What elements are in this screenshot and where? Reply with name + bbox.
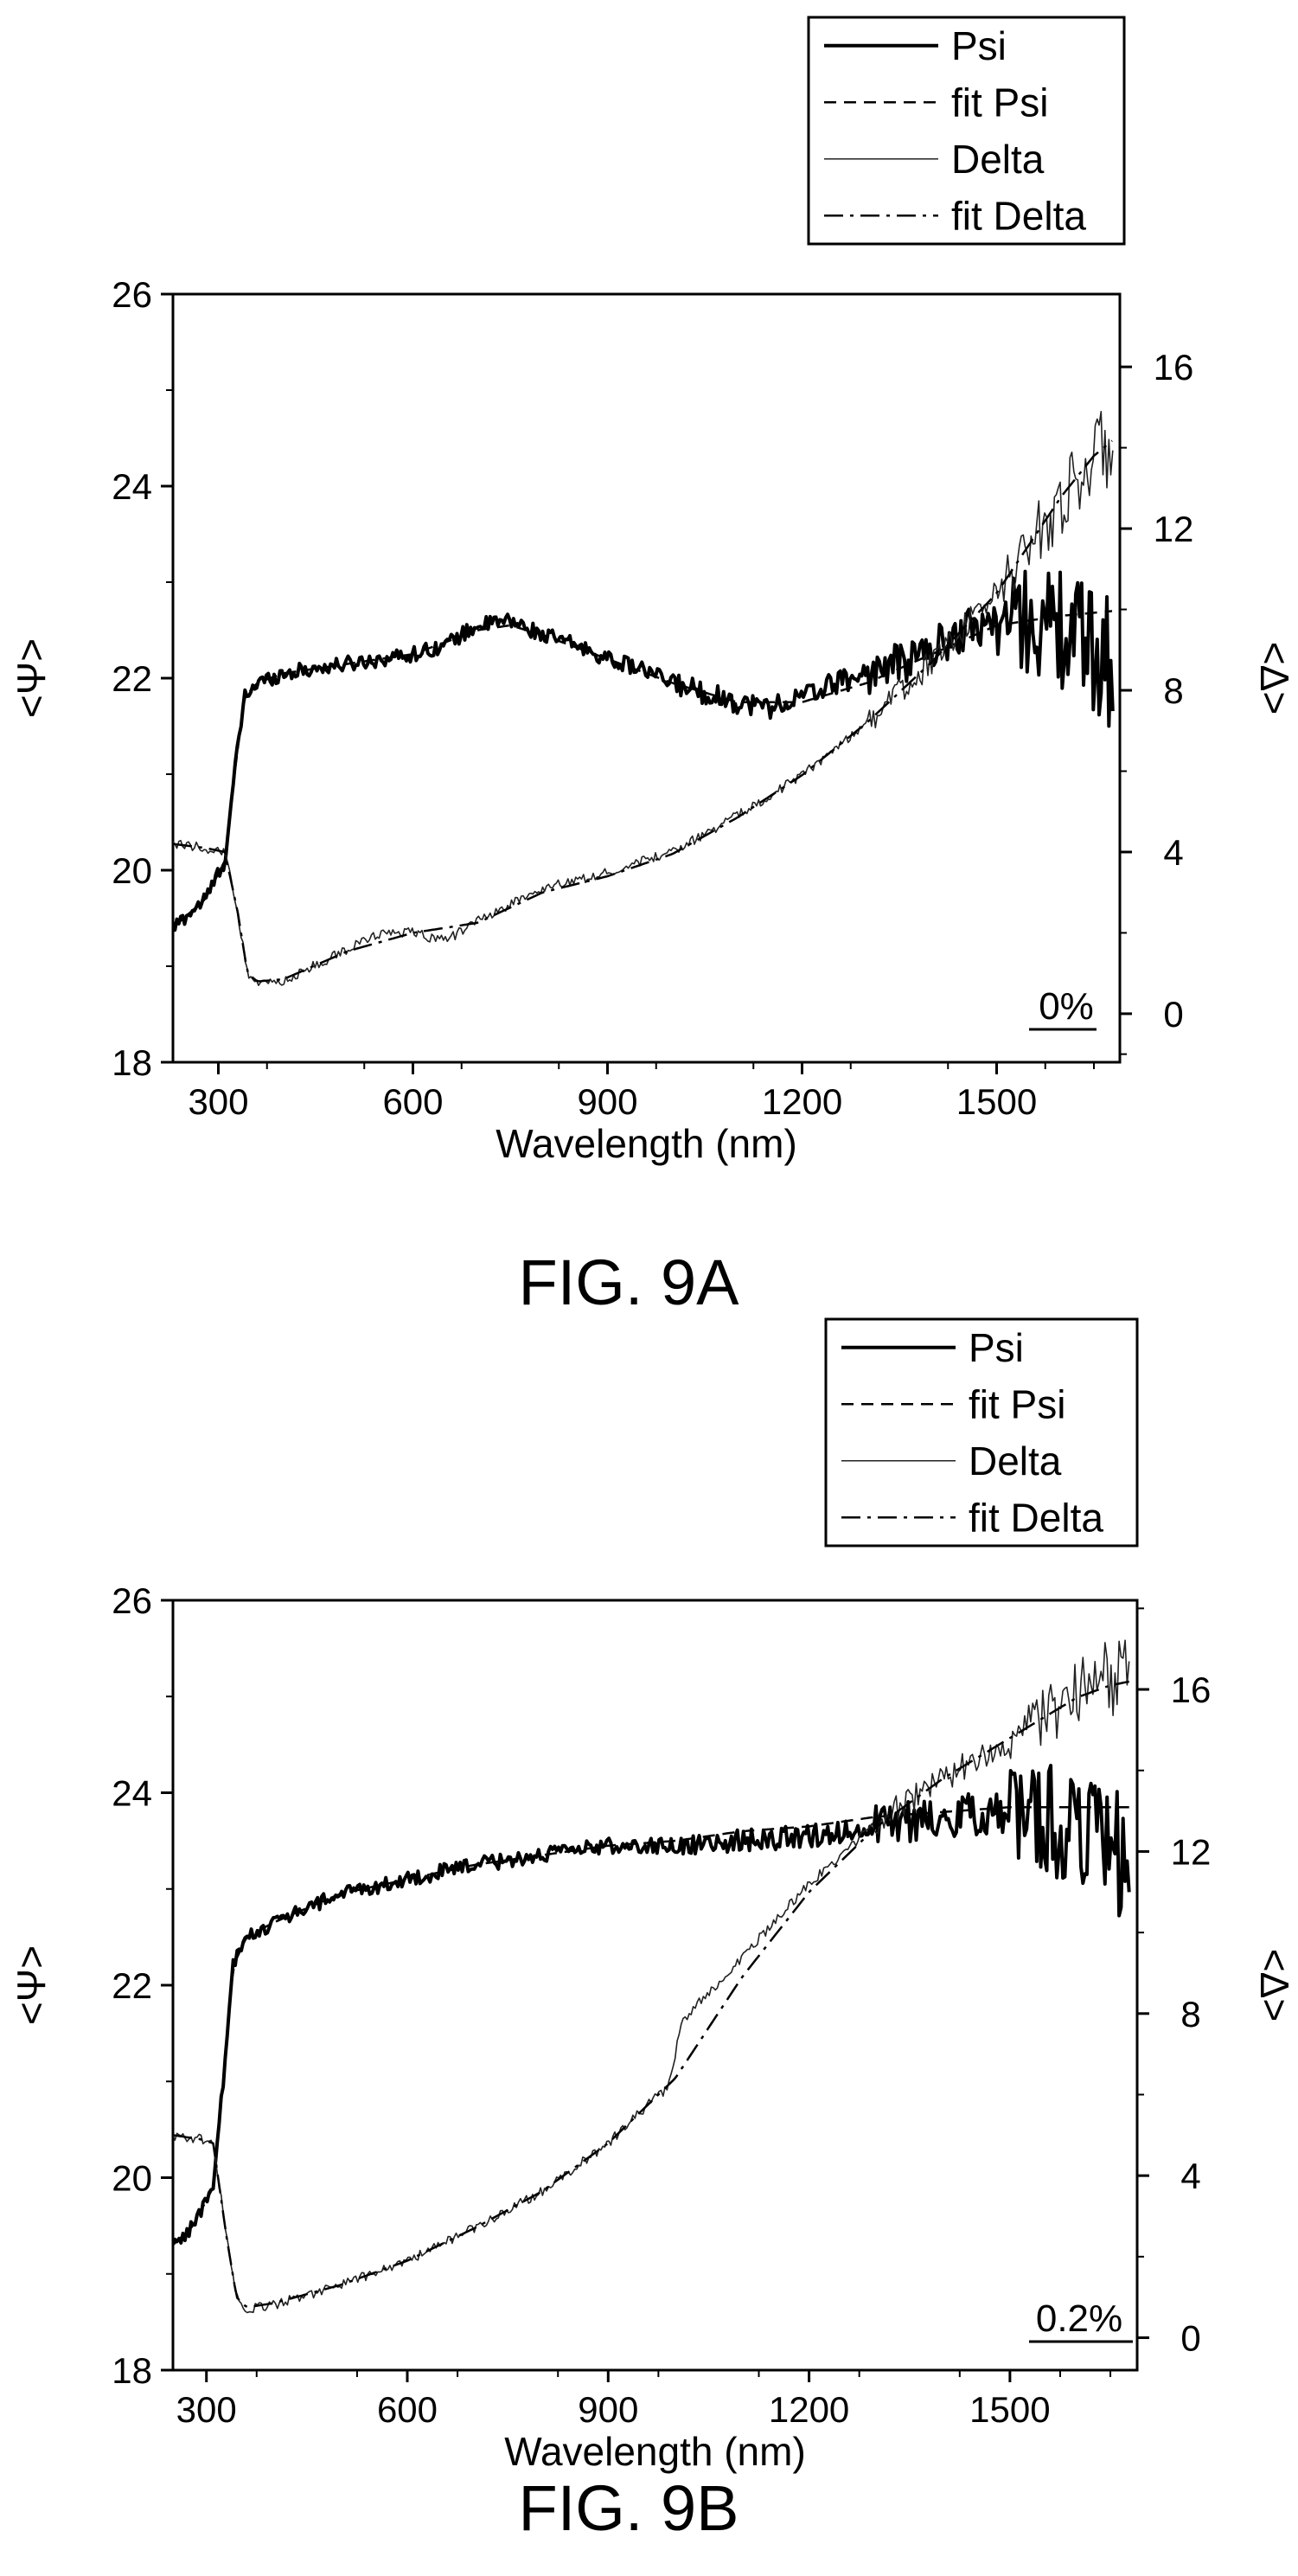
y-tick-label: 20 (112, 850, 152, 891)
legend-label: fit Delta (969, 1495, 1103, 1540)
y-tick-label: 18 (112, 2350, 152, 2391)
y2-tick-label: 12 (1154, 509, 1194, 549)
x-axis: 300 600 900 1200 1500 Wavelength (nm) (188, 1062, 1095, 1166)
y-tick-label: 24 (112, 1773, 152, 1814)
y2-axis-title: <Δ> (1252, 642, 1297, 714)
y-axis-title: <Ψ> (9, 638, 54, 718)
series-fit-delta (173, 1680, 1129, 2309)
y-tick-label: 20 (112, 2158, 152, 2199)
figure-caption: FIG. 9B (519, 2472, 739, 2544)
series-delta (173, 411, 1114, 986)
plot-frame (171, 1599, 1139, 2372)
y2-tick-label: 8 (1163, 670, 1183, 711)
x-tick-label: 900 (578, 2389, 638, 2430)
legend-label: Delta (969, 1439, 1062, 1483)
x-tick-label: 1500 (969, 2389, 1050, 2430)
series-psi (173, 1764, 1131, 2245)
series-psi (173, 569, 1115, 932)
legend-label: Psi (951, 23, 1007, 68)
legend-label: fit Psi (969, 1381, 1065, 1426)
x-tick-label: 1500 (956, 1081, 1037, 1122)
y-tick-label: 24 (112, 466, 152, 507)
y-tick-label: 18 (112, 1042, 152, 1083)
x-tick-label: 600 (377, 2389, 438, 2430)
y-axis-right: 0 4 8 12 16 <Δ> (1120, 347, 1297, 1055)
legend-label: fit Psi (951, 80, 1048, 125)
y-axis-left: 18 20 22 24 26 <Ψ> (9, 1580, 173, 2391)
y2-tick-label: 8 (1180, 1994, 1200, 2035)
y2-tick-label: 16 (1171, 1669, 1212, 1710)
legend-label: fit Delta (951, 193, 1086, 238)
series-fit-psi (173, 610, 1113, 929)
y-axis-left: 18 20 22 24 26 <Ψ> (9, 274, 173, 1083)
legend-box (807, 16, 1126, 246)
y2-axis-title: <Δ> (1252, 1949, 1297, 2022)
x-tick-label: 600 (382, 1081, 443, 1122)
x-tick-label: 900 (577, 1081, 637, 1122)
legend-label: Psi (969, 1325, 1024, 1370)
x-tick-label: 1200 (769, 2389, 849, 2430)
x-tick-label: 1200 (762, 1081, 842, 1122)
y2-tick-label: 0 (1163, 994, 1183, 1035)
plot-area (173, 411, 1115, 986)
concentration-annotation: 0.2% (1036, 2297, 1122, 2340)
plot-area (173, 1639, 1131, 2314)
legend: Psi fit Psi Delta fit Delta (807, 16, 1126, 246)
legend-box (824, 1317, 1139, 1548)
concentration-annotation: 0% (1039, 985, 1094, 1028)
legend-label: Delta (951, 137, 1045, 182)
y2-tick-label: 12 (1171, 1831, 1212, 1872)
y-axis-right: 0 4 8 12 16 <Δ> (1137, 1607, 1297, 2359)
chart-fig-9a: 18 20 22 24 26 <Ψ> 0 4 8 12 16 <Δ> 300 600 900 1200 1500… (9, 16, 1297, 1318)
y2-tick-label: 0 (1180, 2318, 1200, 2359)
x-axis: 300 600 900 1200 1500 Wavelength (nm) (176, 2370, 1112, 2474)
series-fit-psi (173, 1805, 1129, 2246)
y2-tick-label: 16 (1154, 347, 1194, 388)
legend: Psi fit Psi Delta fit Delta (824, 1317, 1139, 1548)
series-fit-delta (173, 439, 1113, 983)
x-axis-title: Wavelength (nm) (504, 2429, 806, 2474)
chart-fig-9b: 18 20 22 24 26 <Ψ> 0 4 8 12 16 <Δ> 300 600 900 1200 1500… (9, 1317, 1297, 2544)
x-axis-title: Wavelength (nm) (496, 1121, 797, 1166)
y-tick-label: 26 (112, 1580, 152, 1621)
x-tick-label: 300 (188, 1081, 248, 1122)
y2-tick-label: 4 (1180, 2156, 1200, 2196)
y2-tick-label: 4 (1163, 832, 1183, 873)
series-delta (173, 1639, 1130, 2314)
y-tick-label: 26 (112, 274, 152, 315)
y-tick-label: 22 (112, 1965, 152, 2006)
y-axis-title: <Ψ> (9, 1945, 54, 2025)
figure-caption: FIG. 9A (519, 1246, 740, 1318)
y-tick-label: 22 (112, 658, 152, 699)
x-tick-label: 300 (176, 2389, 237, 2430)
